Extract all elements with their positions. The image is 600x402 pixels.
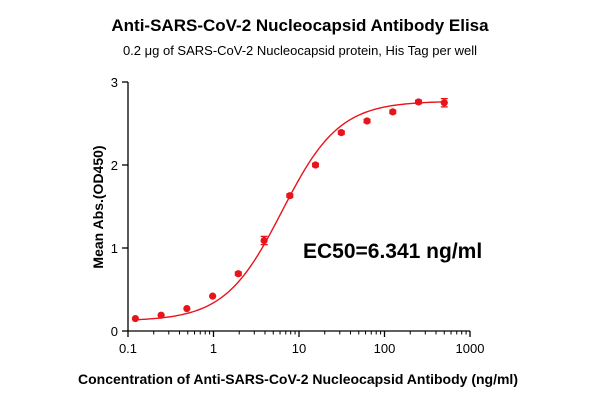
y-tick-label: 1 xyxy=(111,241,118,256)
ec50-annotation: EC50=6.341 ng/ml xyxy=(303,240,482,263)
y-tick-label: 3 xyxy=(111,75,118,90)
data-points-layer xyxy=(131,97,448,323)
x-tick-label: 1 xyxy=(210,341,217,356)
data-point xyxy=(234,270,242,278)
data-point xyxy=(389,108,397,116)
data-point xyxy=(337,129,345,137)
data-point xyxy=(183,304,191,313)
data-point xyxy=(260,236,268,245)
y-tick-label: 2 xyxy=(111,158,118,173)
data-point xyxy=(131,314,139,323)
fit-curve xyxy=(135,101,445,321)
x-tick-label: 10 xyxy=(292,341,306,356)
x-tick-label: 100 xyxy=(374,341,396,356)
fit-curve-layer xyxy=(135,101,445,321)
data-point xyxy=(440,99,448,107)
data-point xyxy=(209,292,217,300)
y-axis-label: Mean Abs.(OD450) xyxy=(90,145,106,268)
chart-title: Anti-SARS-CoV-2 Nucleocapsid Antibody El… xyxy=(111,16,489,35)
chart-subtitle: 0.2 μg of SARS-CoV-2 Nucleocapsid protei… xyxy=(123,43,477,58)
data-point xyxy=(286,192,294,200)
data-point xyxy=(311,161,320,169)
x-axis-label: Concentration of Anti-SARS-CoV-2 Nucleoc… xyxy=(78,371,518,387)
x-tick-label: 1000 xyxy=(456,341,485,356)
data-point xyxy=(363,117,371,125)
x-tick-label: 0.1 xyxy=(119,341,137,356)
data-point xyxy=(414,98,423,106)
y-tick-label: 0 xyxy=(111,324,118,339)
data-point xyxy=(157,311,165,319)
axes: 0 1 2 3 0.1 1 10 100 1000 xyxy=(111,75,485,356)
